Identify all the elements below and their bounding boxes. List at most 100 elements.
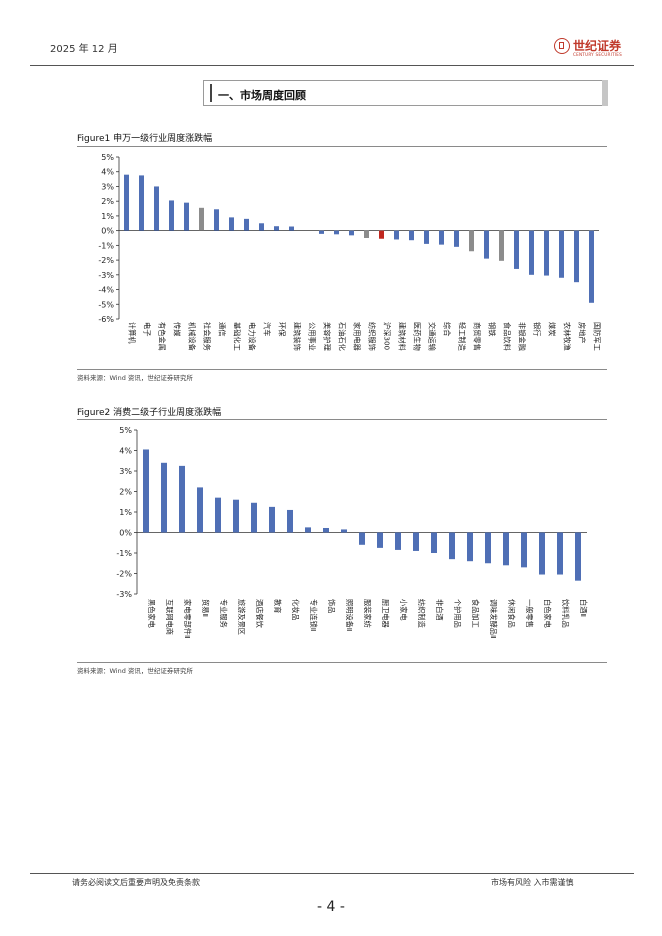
figure1-bar xyxy=(514,230,519,269)
figure2-category-label: 一般零售 xyxy=(525,599,534,628)
figure2-y-tick-label: 3% xyxy=(119,467,132,476)
figure2-y-tick-label: 4% xyxy=(119,447,132,456)
figure2-bottom-rule xyxy=(77,662,607,663)
figure2-category-label: 饮料乳品 xyxy=(561,599,570,628)
figure1-category-label: 钢铁 xyxy=(488,322,497,336)
figure1-bar xyxy=(364,230,369,238)
footer-disclaimer: 请务必阅读文后重要声明及免责条款 xyxy=(72,878,200,887)
figure1-bar xyxy=(409,230,414,241)
figure1-y-tick-label: 1% xyxy=(101,212,114,221)
figure2-bar xyxy=(539,532,545,575)
figure1-bottom-rule xyxy=(77,369,607,370)
figure2-category-label: 专业连锁Ⅱ xyxy=(309,599,318,631)
figure2-category-label: 酒店餐饮 xyxy=(255,599,264,629)
figure1-category-label: 纺织服饰 xyxy=(368,322,377,351)
figure2-category-label: 家电零部件Ⅱ xyxy=(183,599,192,638)
figure2-bar xyxy=(179,465,185,533)
figure1-category-label: 基础化工 xyxy=(233,322,242,351)
figure1-bar xyxy=(394,230,399,240)
figure2-category-label: 黑色家电 xyxy=(147,599,156,628)
figure2-bar xyxy=(449,532,455,560)
figure1-source: 资料来源：Wind 资讯，世纪证券研究所 xyxy=(77,374,193,382)
figure1-y-tick-label: 4% xyxy=(101,168,114,177)
figure2-bar xyxy=(431,532,437,553)
figure1-bar xyxy=(454,230,459,247)
figure1-bar xyxy=(469,230,474,252)
figure1-y-tick-label: -2% xyxy=(98,256,114,265)
figure2-y-tick-label: 2% xyxy=(119,488,132,497)
figure1-y-tick-label: -5% xyxy=(98,300,114,309)
figure2-category-label: 休闲食品 xyxy=(507,599,516,628)
figure2-category-label: 照明设备Ⅱ xyxy=(345,599,354,631)
figure1-bar xyxy=(529,230,534,275)
figure1-bar xyxy=(229,217,234,231)
figure1-category-label: 电力设备 xyxy=(248,322,257,351)
figure1-bar xyxy=(439,230,444,245)
figure1-category-label: 机械设备 xyxy=(188,322,197,351)
figure1-category-label: 环保 xyxy=(278,322,287,337)
figure2-category-label: 教育 xyxy=(273,599,282,613)
figure1-bar xyxy=(499,230,504,261)
figure2-category-label: 白酒Ⅱ xyxy=(579,599,588,617)
figure1-bar xyxy=(559,230,564,278)
figure1-category-label: 商贸零售 xyxy=(473,322,482,351)
figure1-y-tick-label: 5% xyxy=(101,153,114,162)
figure2-bar xyxy=(269,506,275,533)
logo-name-cn: 世纪证券 xyxy=(573,39,622,53)
figure1-top-rule xyxy=(77,146,607,147)
figure1-bar-chart: 5% 4% 3% 2% 1% 0% -1% -2% -3% -4% -5% -6% 计算机 电子 有色金属传… xyxy=(98,153,601,351)
logo-seal-icon xyxy=(554,38,570,54)
figure1-category-label: 医药生物 xyxy=(413,322,422,351)
figure2-y-tick-label: -1% xyxy=(116,549,132,558)
figure1-y-tick-label: -1% xyxy=(98,241,114,250)
figure1-category-label: 建筑装饰 xyxy=(293,322,302,351)
figure1-category-label: 家用电器 xyxy=(353,322,362,351)
figure1-category-label: 社会服务 xyxy=(203,322,212,351)
figure1-category-label: 建筑材料 xyxy=(398,322,407,351)
figure2-bar xyxy=(287,509,293,533)
figure2-bar xyxy=(143,449,149,533)
figure1-title: Figure1 申万一级行业周度涨跌幅 xyxy=(77,134,213,144)
figure2-category-label: 饰品 xyxy=(327,599,336,613)
figure1-category-label: 通信 xyxy=(218,322,227,336)
figure2-category-label: 白色家电 xyxy=(543,599,552,628)
figure2-bar xyxy=(467,532,473,562)
figure1-category-label: 有色金属 xyxy=(158,322,167,351)
figure1-bar xyxy=(379,230,384,239)
figure1-bar xyxy=(244,218,249,231)
figure2-bar xyxy=(575,532,581,581)
figure1-bar xyxy=(544,230,549,276)
figure1-category-label: 汽车 xyxy=(263,322,272,336)
figure1-bar xyxy=(214,209,219,231)
figure2-y-tick-label: -2% xyxy=(116,570,132,579)
figure1-category-label: 房地产 xyxy=(578,322,587,344)
figure1-category-label: 公用事业 xyxy=(308,322,317,351)
figure2-bar-chart: 5% 4% 3% 2% 1% 0% -1% -2% -3% 黑色家电 互联网电商 家电零部件Ⅱ 贸易Ⅱ 专… xyxy=(116,426,588,638)
figure1-bar xyxy=(274,226,279,231)
figure1-y-tick-label: -6% xyxy=(98,315,114,324)
figure1-bar xyxy=(259,223,264,231)
figure1-y-tick-label: 3% xyxy=(101,182,114,191)
figure1-y-tick-label: 0% xyxy=(101,227,114,236)
figure1-bar xyxy=(154,186,159,231)
company-logo: 世纪证券 CENTURY SECURITIES xyxy=(554,37,634,59)
footer-risk-warning: 市场有风险 入市需谨慎 xyxy=(491,878,574,887)
figure1-category-label: 轻工制造 xyxy=(458,322,467,351)
figure1-bar xyxy=(349,230,354,236)
figure2-category-label: 调味发酵品Ⅱ xyxy=(489,599,498,638)
figure1-bar xyxy=(139,175,144,231)
header-divider xyxy=(30,65,634,66)
figure1-y-tick-label: -3% xyxy=(98,271,114,280)
figure2-bar xyxy=(215,497,221,533)
figure2-category-label: 贸易Ⅱ xyxy=(201,599,210,617)
figure2-category-label: 旅游及景区 xyxy=(237,599,246,635)
figure1-category-label: 综合 xyxy=(443,322,452,336)
figure1-category-label: 石油石化 xyxy=(338,322,347,351)
figure2-source: 资料来源：Wind 资讯，世纪证券研究所 xyxy=(77,667,193,675)
section-heading-box: 一、市场周度回顾 xyxy=(203,80,608,106)
figure2-y-tick-label: 1% xyxy=(119,508,132,517)
figure2-category-label: 互联网电商 xyxy=(165,599,174,635)
figure1-bar xyxy=(574,230,579,283)
figure1-bar xyxy=(484,230,489,259)
figure2-bar xyxy=(161,462,167,533)
